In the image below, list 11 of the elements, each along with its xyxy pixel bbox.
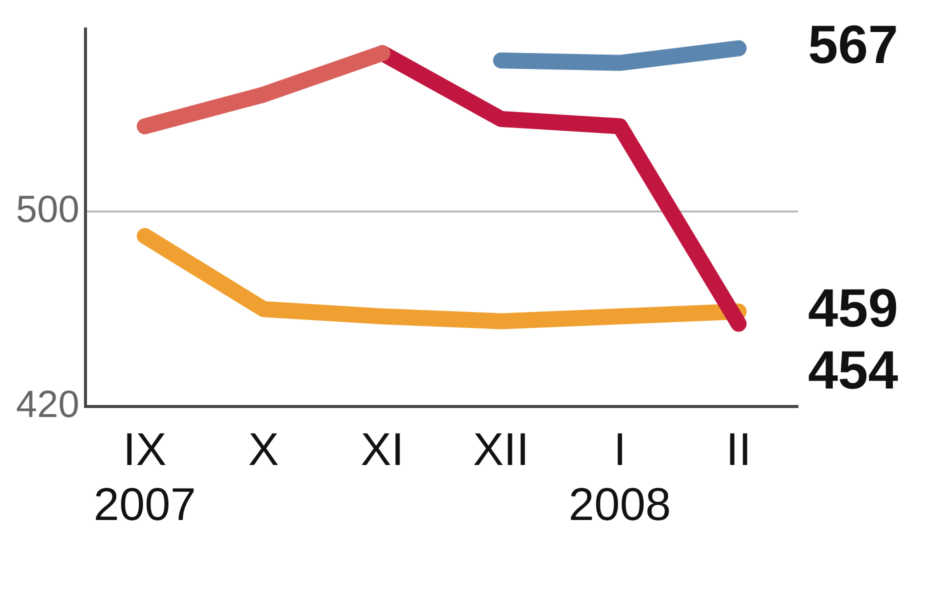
x-tick-label: IX 2007 <box>94 422 196 530</box>
data-label: 567 <box>808 15 898 76</box>
data-label: 454 <box>808 340 898 400</box>
data-label: 459 <box>808 278 898 338</box>
x-tick-label: X <box>248 422 279 475</box>
y-tick-label: 420 <box>16 384 80 426</box>
x-tick-label: XI <box>360 422 404 475</box>
y-tick-label: 500 <box>16 189 80 232</box>
x-tick-label: XII <box>472 422 530 475</box>
x-tick-label: I 2008 <box>568 422 672 530</box>
x-tick-label: II <box>726 422 752 475</box>
